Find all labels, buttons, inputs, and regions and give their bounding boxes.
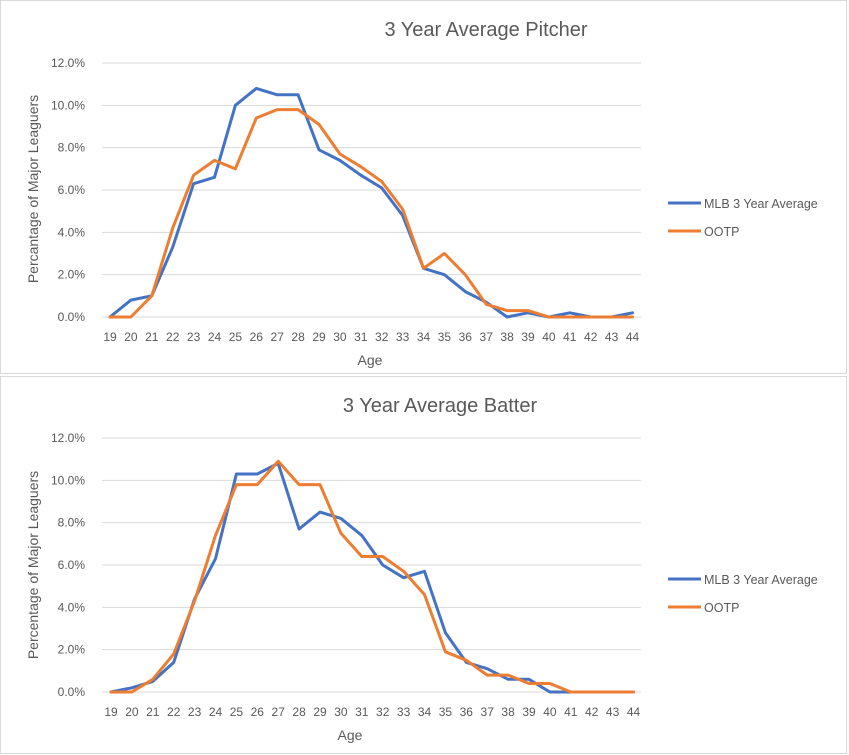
x-tick-label: 33 (397, 705, 411, 719)
x-tick-label: 36 (459, 330, 473, 344)
x-tick-labels: 19 20 21 22 23 24 25 26 27 28 29 30 31 32 33 34 35 36 37 38… (104, 705, 640, 719)
x-tick-label: 23 (188, 705, 202, 719)
pitcher-chart: 3 Year Average Pitcher 0.0% 2.0% 4.0% 6.0% 8… (25, 19, 818, 368)
x-tick-label: 37 (481, 705, 495, 719)
pitcher-chart-panel: 3 Year Average Pitcher 0.0% 2.0% 4.0% 6.0% 8… (0, 0, 847, 374)
grid-lines (102, 62, 641, 318)
x-tick-label: 33 (396, 330, 410, 344)
x-tick-label: 26 (251, 705, 265, 719)
x-tick-label: 38 (501, 705, 515, 719)
x-tick-label: 23 (187, 330, 201, 344)
x-tick-label: 30 (333, 330, 347, 344)
series-line-mlb (108, 86, 634, 319)
x-tick-label: 39 (521, 330, 535, 344)
legend-label-ootp: OOTP (704, 601, 739, 615)
x-axis-label: Age (358, 352, 383, 368)
x-tick-label: 32 (376, 705, 390, 719)
x-tick-label: 40 (542, 330, 556, 344)
y-tick-label: 8.0% (58, 516, 86, 530)
x-tick-label: 25 (229, 330, 243, 344)
y-axis-label: Percantage of Major Leaguers (25, 95, 41, 283)
x-tick-label: 20 (125, 705, 139, 719)
y-tick-label: 2.0% (58, 643, 86, 657)
x-tick-label: 43 (606, 705, 620, 719)
x-tick-label: 32 (375, 330, 389, 344)
x-tick-label: 36 (460, 705, 474, 719)
legend-label-ootp: OOTP (704, 225, 739, 239)
x-tick-label: 43 (605, 330, 619, 344)
x-tick-label: 28 (291, 330, 305, 344)
x-tick-label: 38 (500, 330, 514, 344)
x-axis-label: Age (338, 727, 363, 743)
x-tick-labels: 19 20 21 22 23 24 25 26 27 28 29 30 31 32 33 34 35 36 37 38… (103, 330, 639, 344)
y-tick-label: 12.0% (51, 56, 85, 70)
y-tick-label: 0.0% (58, 310, 86, 324)
y-tick-label: 4.0% (58, 600, 86, 614)
x-tick-label: 28 (292, 705, 306, 719)
chart-title: 3 Year Average Pitcher (384, 19, 587, 41)
batter-chart: 3 Year Average Batter 0.0% 2.0% 4.0% 6.0% 8.… (25, 395, 818, 743)
x-tick-label: 35 (439, 705, 453, 719)
x-tick-label: 27 (271, 330, 285, 344)
x-tick-label: 40 (543, 705, 557, 719)
y-tick-label: 10.0% (51, 473, 85, 487)
x-tick-label: 22 (166, 330, 180, 344)
series-line-mlb (109, 461, 635, 694)
x-tick-label: 26 (250, 330, 264, 344)
x-tick-label: 24 (208, 330, 222, 344)
y-tick-labels: 0.0% 2.0% 4.0% 6.0% 8.0% 10.0% 12.0% (51, 56, 85, 324)
x-tick-label: 41 (564, 705, 578, 719)
x-tick-label: 19 (103, 330, 117, 344)
x-tick-label: 44 (626, 330, 640, 344)
x-tick-label: 24 (209, 705, 223, 719)
y-tick-label: 6.0% (58, 558, 86, 572)
series-line-ootp (108, 108, 634, 319)
grid-lines (102, 437, 641, 693)
legend-label-mlb: MLB 3 Year Average (704, 573, 818, 587)
y-tick-label: 10.0% (51, 98, 85, 112)
x-tick-label: 42 (584, 330, 598, 344)
x-tick-label: 22 (167, 705, 181, 719)
y-tick-label: 6.0% (58, 183, 86, 197)
x-tick-label: 42 (585, 705, 599, 719)
y-tick-label: 12.0% (51, 431, 85, 445)
x-tick-label: 25 (230, 705, 244, 719)
x-tick-label: 30 (334, 705, 348, 719)
chart-title: 3 Year Average Batter (343, 395, 538, 417)
y-tick-label: 0.0% (58, 685, 86, 699)
x-tick-label: 41 (563, 330, 577, 344)
batter-chart-panel: 3 Year Average Batter 0.0% 2.0% 4.0% 6.0% 8.… (0, 376, 847, 754)
legend-label-mlb: MLB 3 Year Average (704, 197, 818, 211)
x-tick-label: 21 (145, 330, 159, 344)
y-tick-label: 8.0% (58, 141, 86, 155)
x-tick-label: 37 (480, 330, 494, 344)
x-tick-label: 35 (438, 330, 452, 344)
x-tick-label: 29 (313, 705, 327, 719)
x-tick-label: 39 (522, 705, 536, 719)
series-line-ootp (109, 459, 635, 694)
x-tick-label: 31 (355, 705, 369, 719)
x-tick-label: 20 (124, 330, 138, 344)
y-tick-labels: 0.0% 2.0% 4.0% 6.0% 8.0% 10.0% 12.0% (51, 431, 85, 699)
legend: MLB 3 Year Average OOTP (668, 197, 818, 239)
series-lines (108, 86, 634, 319)
legend: MLB 3 Year Average OOTP (668, 573, 818, 615)
x-tick-label: 27 (272, 705, 286, 719)
y-tick-label: 4.0% (58, 225, 86, 239)
series-lines (109, 459, 635, 694)
x-tick-label: 44 (627, 705, 641, 719)
y-axis-label: Percentage of Major Leaguers (25, 471, 41, 659)
x-tick-label: 29 (312, 330, 326, 344)
x-tick-label: 34 (417, 330, 431, 344)
x-tick-label: 19 (104, 705, 118, 719)
x-tick-label: 31 (354, 330, 368, 344)
x-tick-label: 21 (146, 705, 160, 719)
y-tick-label: 2.0% (58, 268, 86, 282)
x-tick-label: 34 (418, 705, 432, 719)
